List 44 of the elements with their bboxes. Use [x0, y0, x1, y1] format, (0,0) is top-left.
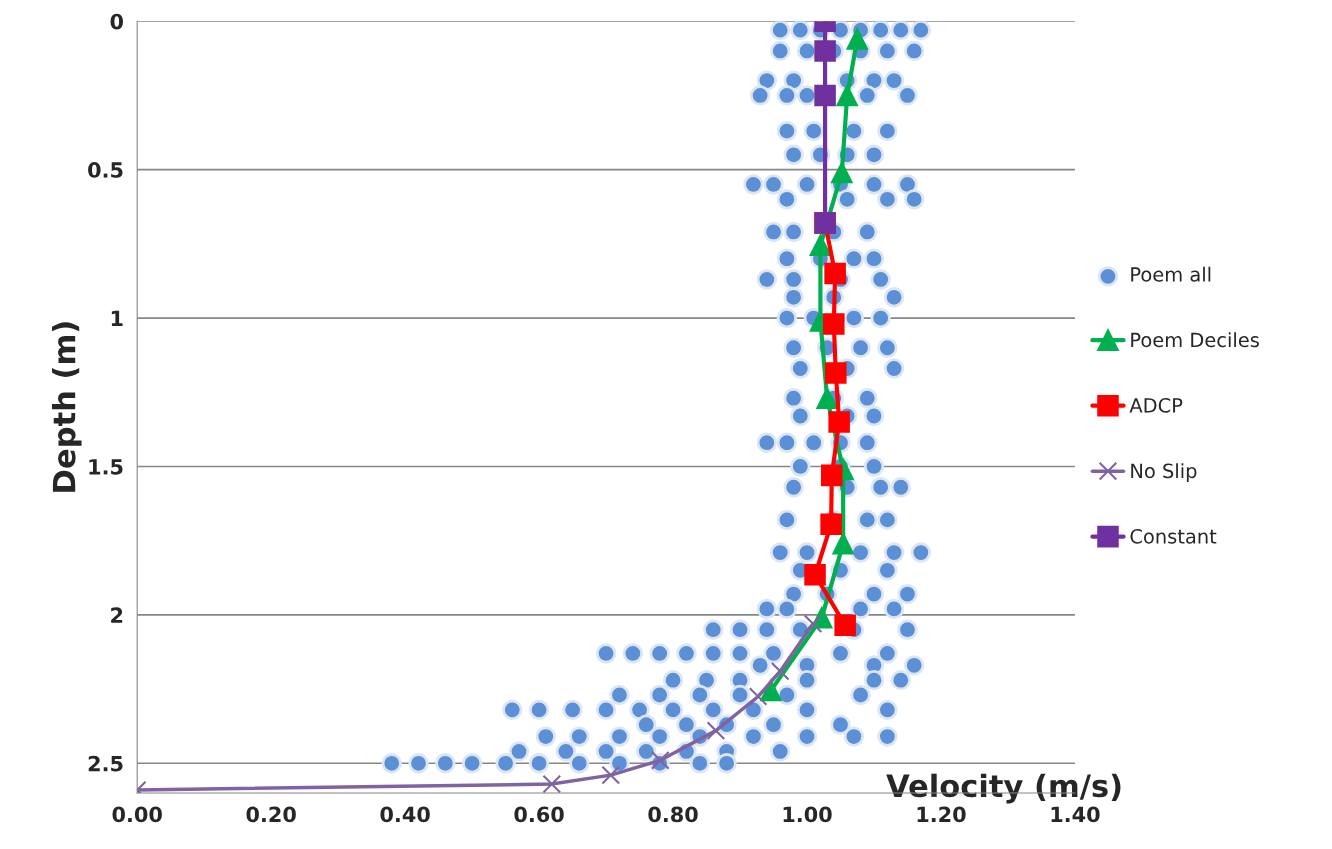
x-tick-label: 0.40 [380, 806, 430, 823]
point [816, 387, 838, 409]
point [824, 262, 846, 285]
point [650, 750, 670, 770]
point [825, 362, 847, 384]
point [832, 532, 854, 555]
point [542, 774, 562, 793]
legend-label: Poem Deciles [1131, 332, 1259, 348]
point [821, 464, 843, 487]
x-tick-label: 0.20 [246, 806, 296, 823]
point [814, 40, 836, 62]
point [748, 687, 768, 706]
point [836, 84, 858, 107]
x-tick-label: 1.20 [917, 806, 966, 823]
point [601, 765, 621, 785]
y-tick-label: 2.5 [88, 755, 123, 772]
point [814, 84, 836, 107]
x-tick-label: 1.00 [783, 806, 832, 823]
legend-label: ADCP [1129, 398, 1183, 413]
x-tick-label: 0.60 [514, 806, 564, 823]
legend-label: Constant [1130, 529, 1217, 544]
point [834, 614, 856, 637]
point [823, 313, 845, 335]
point [706, 721, 726, 741]
point [770, 661, 790, 681]
y-tick-label: 1.5 [89, 459, 123, 475]
point [831, 161, 853, 184]
point [803, 614, 823, 634]
y-tick-label: 0.5 [88, 162, 123, 178]
y-tick-label: 1 [111, 310, 123, 326]
legend-label: Poem all [1131, 266, 1211, 282]
point [809, 234, 832, 257]
point [804, 564, 826, 586]
x-tick-label: 0.00 [112, 806, 162, 823]
point [820, 513, 842, 536]
x-tick-label: 0.80 [648, 806, 698, 823]
legend-label: No Slip [1131, 463, 1197, 482]
x-tick-label: 1.40 [1051, 806, 1100, 823]
y-tick-label: 2 [111, 607, 123, 623]
x-axis-title: Velocity (m/s) [886, 773, 1121, 804]
y-tick-label: 0 [110, 13, 124, 30]
y-axis-title: Depth (m) [51, 322, 82, 492]
point [828, 411, 850, 433]
point [846, 28, 868, 50]
